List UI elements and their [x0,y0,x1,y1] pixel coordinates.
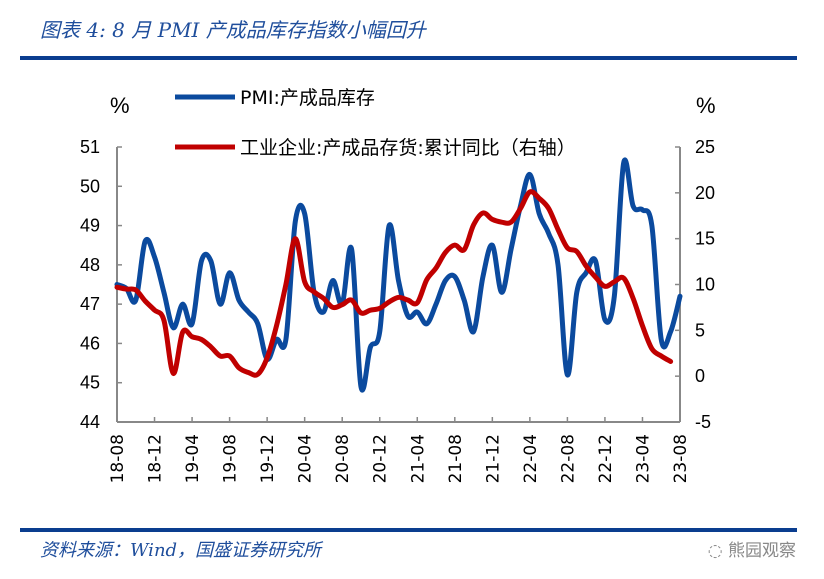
left-tick-label: 44 [80,412,100,432]
title-rule [20,56,797,60]
x-tick-label: 18-08 [108,434,128,483]
watermark: ◌ 熊园观察 [708,536,796,561]
x-tick-label: 20-04 [296,434,316,483]
left-unit: % [110,93,130,118]
inventory-line [114,189,674,378]
left-tick-label: 49 [80,216,100,236]
chart-title: 图表 4: 8 月 PMI 产成品库存指数小幅回升 [40,18,426,42]
legend-label-pmi: PMI:产成品库存 [240,87,375,109]
footer-rule [20,528,797,532]
x-tick-label: 22-12 [596,434,616,483]
right-tick-label: 20 [695,183,715,203]
right-tick-label: 15 [695,229,715,249]
wechat-icon: ◌ [707,541,728,561]
left-tick-label: 48 [80,255,100,275]
left-tick-label: 46 [80,333,100,353]
right-tick-label: 25 [695,137,715,157]
watermark-text: 熊园观察 [728,541,796,561]
x-tick-label: 21-12 [483,434,503,483]
x-tick-label: 20-12 [371,434,391,483]
right-tick-label: 10 [695,275,715,295]
right-tick-label: -5 [695,412,711,432]
source-note: 资料来源：Wind，国盛证券研究所 [40,540,322,561]
x-tick-label: 19-12 [258,434,278,483]
x-tick-label: 19-08 [221,434,241,483]
x-tick-label: 21-04 [408,434,428,483]
left-tick-label: 47 [80,294,100,314]
x-tick-label: 22-04 [521,434,541,483]
left-tick-label: 45 [80,373,100,393]
x-tick-label: 19-04 [183,434,203,483]
legend-label-inventory: 工业企业:产成品存货:累计同比（右轴） [240,137,576,159]
x-tick-label: 21-08 [446,434,466,483]
right-unit: % [696,93,716,118]
left-tick-label: 50 [80,176,100,196]
x-tick-label: 23-04 [633,434,653,483]
x-tick-label: 22-08 [558,434,578,483]
x-tick-label: 23-08 [671,434,691,483]
right-tick-label: 5 [695,320,705,340]
right-tick-label: 0 [695,366,705,386]
left-tick-label: 51 [80,137,100,157]
x-tick-label: 20-08 [333,434,353,483]
x-tick-label: 18-12 [146,434,166,483]
